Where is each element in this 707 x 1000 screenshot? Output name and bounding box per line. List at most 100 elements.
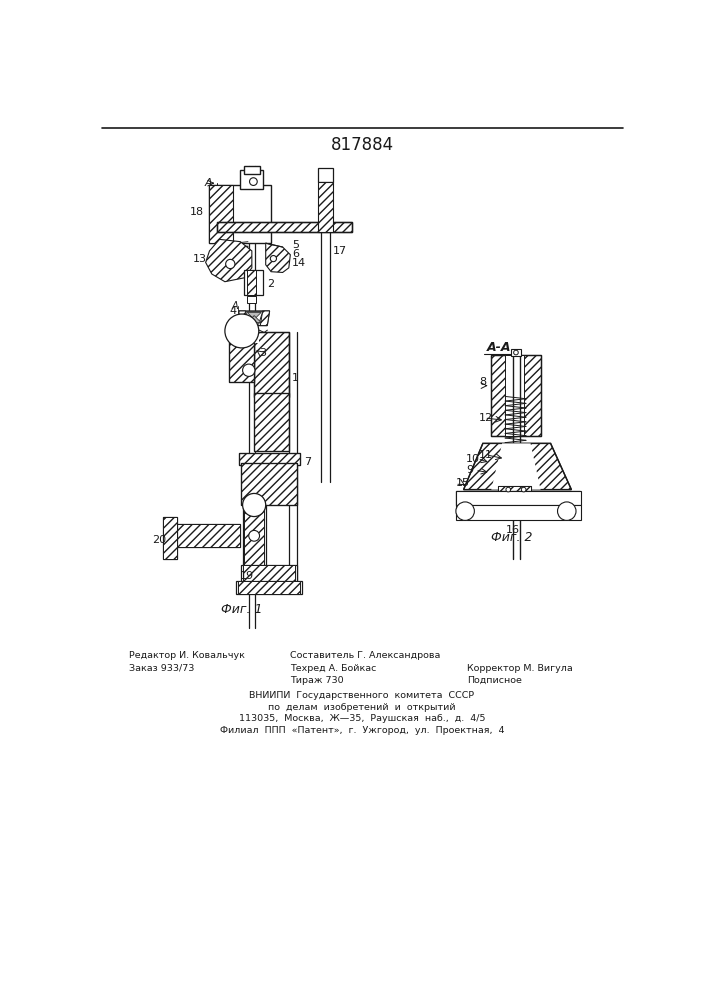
Text: Составитель Г. Александрова: Составитель Г. Александрова	[291, 651, 440, 660]
Bar	[217, 222, 352, 232]
Text: Подписное: Подписное	[467, 676, 522, 685]
Bar	[238, 581, 300, 594]
Circle shape	[243, 493, 266, 517]
Circle shape	[250, 178, 257, 185]
Polygon shape	[239, 311, 269, 326]
Bar	[318, 182, 334, 232]
Circle shape	[514, 350, 518, 355]
Circle shape	[521, 487, 526, 492]
Text: 15: 15	[456, 478, 470, 488]
Circle shape	[243, 364, 255, 376]
Bar	[254, 393, 288, 451]
Bar	[511, 349, 521, 356]
Text: 817884: 817884	[330, 136, 394, 154]
Bar	[254, 393, 288, 451]
Text: 9: 9	[466, 465, 473, 475]
Text: 3: 3	[259, 348, 267, 358]
Text: 7: 7	[304, 457, 311, 467]
Bar	[171, 524, 240, 547]
Bar	[163, 517, 177, 559]
Text: 19: 19	[240, 571, 255, 581]
Polygon shape	[266, 243, 291, 272]
Bar	[244, 505, 264, 567]
Bar	[506, 355, 525, 436]
Polygon shape	[456, 491, 580, 511]
Text: 16: 16	[506, 525, 520, 535]
Bar	[171, 524, 240, 547]
Bar	[239, 453, 300, 465]
Bar	[244, 270, 264, 295]
Text: Тираж 730: Тираж 730	[291, 676, 344, 685]
Polygon shape	[247, 312, 261, 319]
Bar	[229, 332, 254, 382]
Circle shape	[558, 502, 576, 520]
Bar	[254, 332, 288, 397]
Bar	[241, 565, 296, 582]
Bar	[498, 486, 530, 492]
Text: 1: 1	[292, 373, 299, 383]
Text: 4: 4	[230, 306, 237, 316]
Bar	[318, 168, 334, 182]
Text: Заказ 933/73: Заказ 933/73	[129, 664, 194, 673]
Text: 5: 5	[292, 240, 299, 250]
Bar	[209, 185, 271, 243]
Bar	[477, 491, 556, 511]
Bar	[229, 332, 254, 382]
Text: 17: 17	[333, 246, 347, 256]
Circle shape	[456, 502, 474, 520]
Text: 18: 18	[190, 207, 204, 217]
Bar	[244, 166, 259, 174]
Bar	[236, 581, 302, 594]
Bar	[247, 270, 257, 295]
Text: 10: 10	[466, 454, 480, 464]
Polygon shape	[239, 311, 246, 326]
Text: по  делам  изобретений  и  открытий: по делам изобретений и открытий	[268, 703, 456, 712]
Text: 12: 12	[479, 413, 493, 423]
Text: Фиг. 2: Фиг. 2	[491, 531, 532, 544]
Text: 21: 21	[227, 331, 241, 341]
Text: Фиг. 1: Фиг. 1	[221, 603, 262, 616]
Bar	[217, 222, 352, 232]
Bar	[456, 505, 580, 520]
Text: 8: 8	[479, 377, 486, 387]
Text: Филиал  ППП  «Патент»,  г.  Ужгород,  ул.  Проектная,  4: Филиал ППП «Патент», г. Ужгород, ул. Про…	[220, 726, 504, 735]
Bar	[209, 185, 233, 243]
Text: 14: 14	[292, 258, 306, 268]
Text: 2: 2	[267, 279, 274, 289]
Bar	[254, 332, 288, 397]
Text: 6: 6	[292, 249, 299, 259]
Circle shape	[506, 487, 510, 492]
Polygon shape	[206, 239, 252, 282]
Bar	[239, 453, 300, 465]
Bar	[247, 296, 257, 303]
Bar	[243, 505, 266, 567]
Text: А-А: А-А	[486, 341, 511, 354]
Bar	[491, 355, 541, 436]
Circle shape	[249, 530, 259, 541]
Text: 20: 20	[152, 535, 166, 545]
Bar	[163, 517, 177, 559]
Polygon shape	[225, 331, 259, 343]
Bar	[243, 565, 295, 582]
Polygon shape	[247, 316, 261, 323]
Polygon shape	[260, 311, 269, 326]
Text: ВНИИПИ  Государственного  комитета  СССР: ВНИИПИ Государственного комитета СССР	[250, 691, 474, 700]
Text: A: A	[204, 178, 211, 188]
Text: Редактор И. Ковальчук: Редактор И. Ковальчук	[129, 651, 245, 660]
Text: Техред А. Бойкас: Техред А. Бойкас	[291, 664, 377, 673]
Text: 11: 11	[479, 450, 493, 460]
Bar	[456, 491, 580, 505]
Circle shape	[225, 314, 259, 348]
Bar	[241, 463, 296, 505]
Polygon shape	[246, 312, 262, 324]
Bar	[498, 486, 530, 492]
Bar	[241, 463, 296, 505]
Polygon shape	[491, 443, 541, 490]
Bar	[240, 170, 264, 189]
Text: A: A	[231, 301, 238, 311]
Text: Корректор М. Вигула: Корректор М. Вигула	[467, 664, 573, 673]
Circle shape	[270, 256, 276, 262]
Polygon shape	[464, 443, 571, 490]
Circle shape	[226, 259, 235, 269]
Text: 113035,  Москва,  Ж—35,  Раушская  наб.,  д.  4/5: 113035, Москва, Ж—35, Раушская наб., д. …	[239, 714, 485, 723]
